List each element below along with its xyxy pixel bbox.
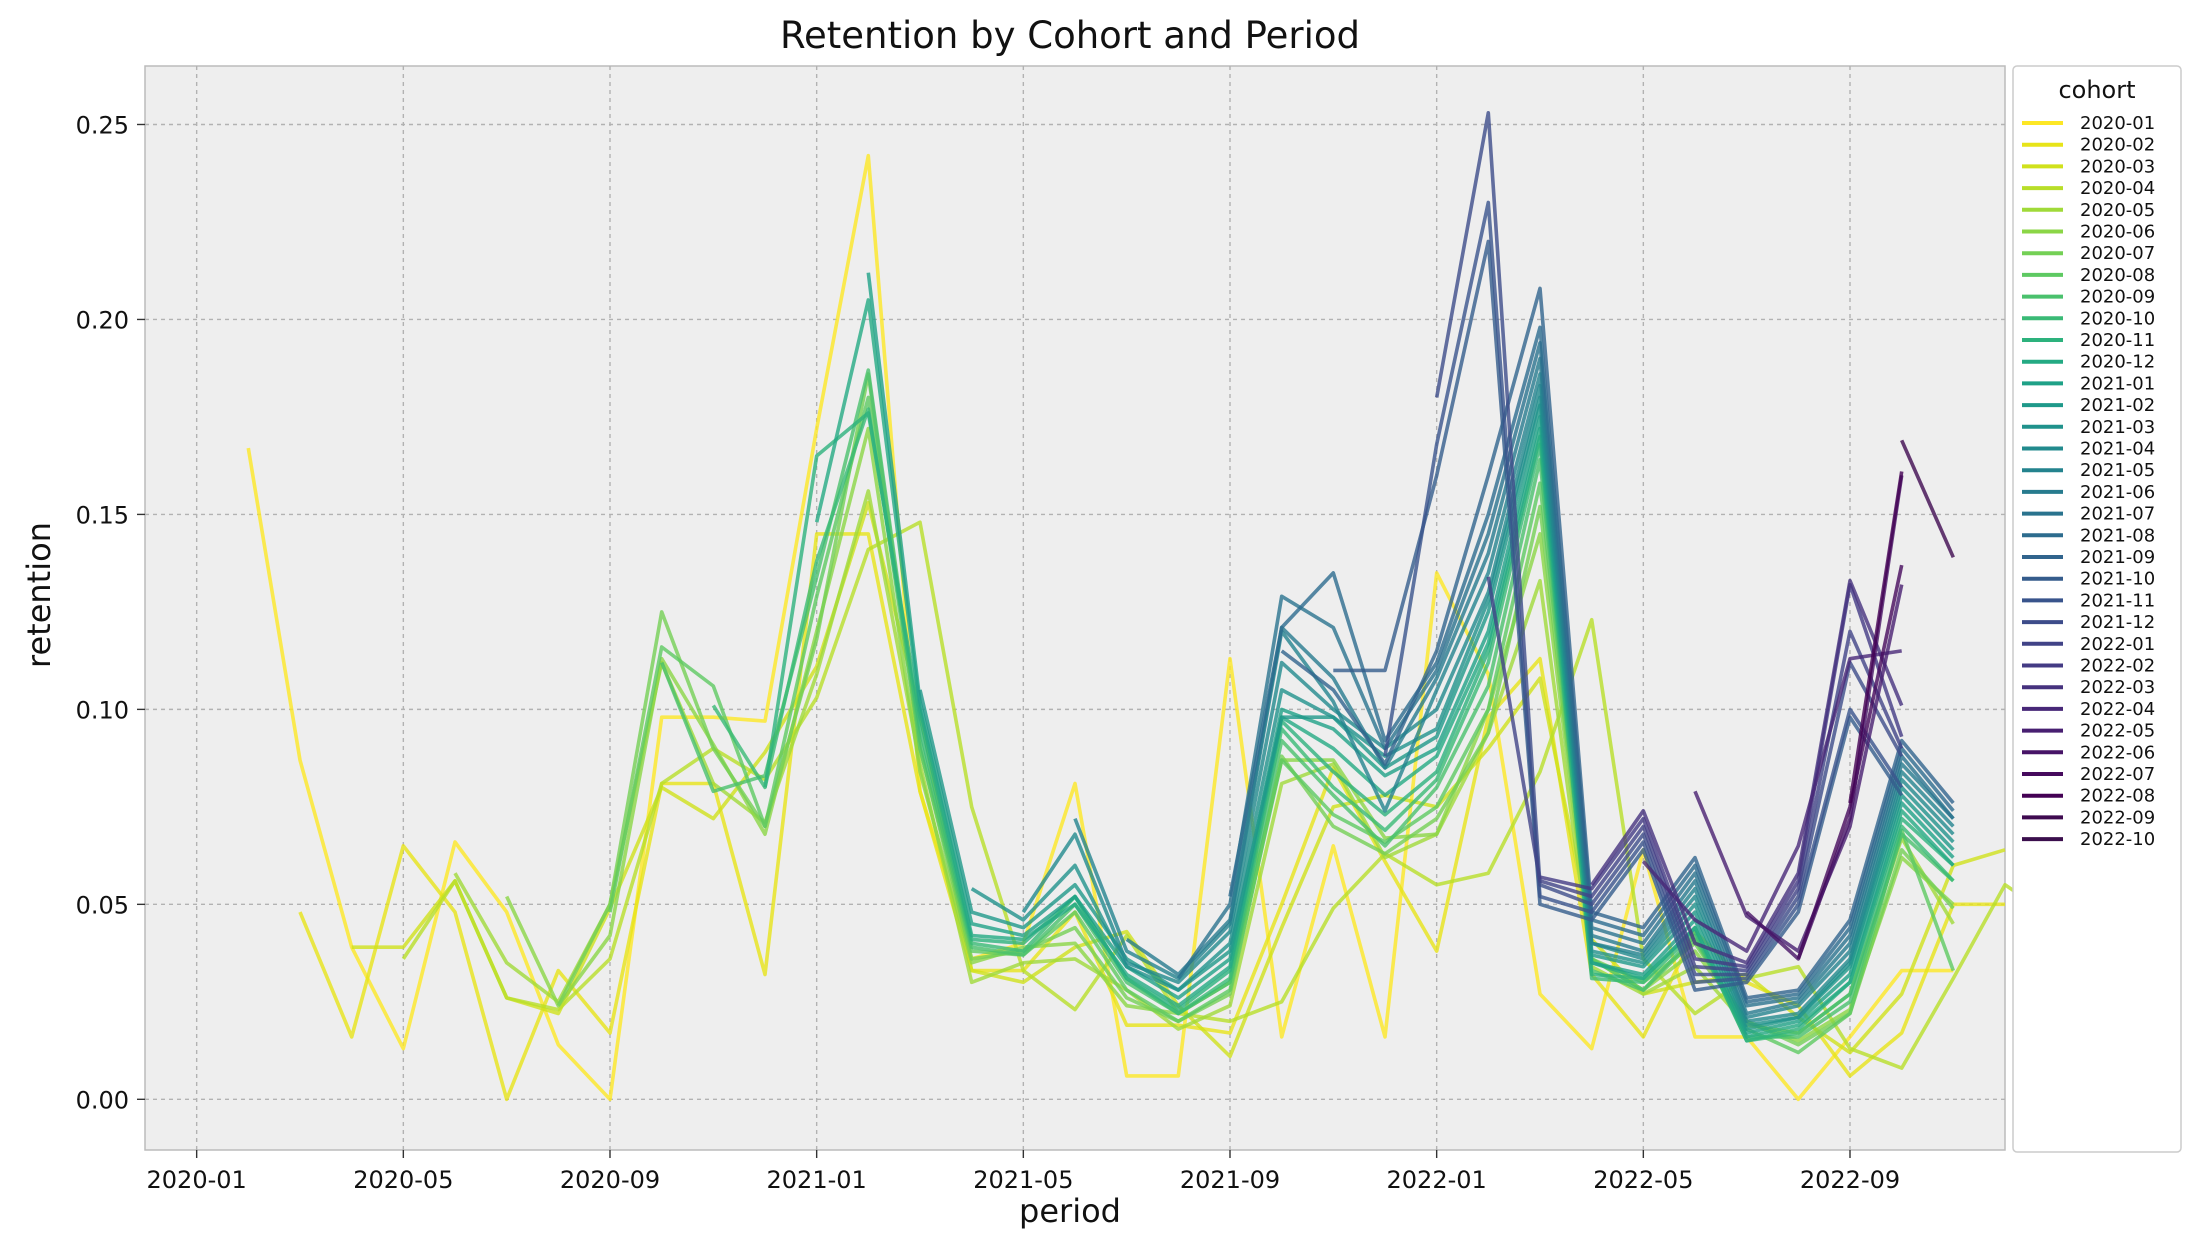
series-line-2022-05 [1693, 584, 1904, 953]
series-line-2021-01 [866, 272, 1955, 1035]
series-line-2022-03 [1590, 578, 1904, 965]
x-tick-label: 2022-05 [1593, 1166, 1693, 1194]
chart-title: Retention by Cohort and Period [780, 14, 1360, 57]
legend-label-2020-07: 2020-07 [2080, 243, 2155, 264]
legend-label-2022-04: 2022-04 [2080, 699, 2155, 720]
series-line-2022-04 [1641, 649, 1902, 953]
series-line-2021-03 [970, 395, 1955, 1027]
legend-label-2020-12: 2020-12 [2080, 352, 2155, 373]
y-tick-label: 0.00 [76, 1086, 129, 1114]
series-line-2022-09 [1900, 439, 1955, 559]
legend-label-2021-03: 2021-03 [2080, 417, 2155, 438]
legend-label-2021-05: 2021-05 [2080, 460, 2155, 481]
legend-label-2021-11: 2021-11 [2080, 590, 2155, 611]
legend: cohort 2020-012020-022020-032020-042020-… [2012, 65, 2182, 1153]
x-axis-label: period [1019, 1192, 1121, 1230]
legend-label-2022-06: 2022-06 [2080, 742, 2155, 763]
legend-label-2022-08: 2022-08 [2080, 786, 2155, 807]
x-tick-label: 2021-01 [767, 1166, 867, 1194]
legend-label-2020-05: 2020-05 [2080, 200, 2155, 221]
legend-label-2021-04: 2021-04 [2080, 439, 2155, 460]
legend-label-2020-02: 2020-02 [2080, 135, 2155, 156]
series-lines [246, 111, 2058, 1102]
legend-label-2020-03: 2020-03 [2080, 156, 2155, 177]
legend-items: 2020-012020-022020-032020-042020-052020-… [2022, 113, 2155, 850]
legend-label-2020-11: 2020-11 [2080, 330, 2155, 351]
series-line-2021-09 [1280, 286, 1955, 1000]
x-tick-label: 2020-05 [353, 1166, 453, 1194]
legend-label-2020-09: 2020-09 [2080, 287, 2155, 308]
x-tick-label: 2022-09 [1800, 1166, 1900, 1194]
legend-label-2022-01: 2022-01 [2080, 634, 2155, 655]
legend-label-2022-07: 2022-07 [2080, 764, 2155, 785]
y-axis-label: retention [20, 522, 58, 668]
legend-title: cohort [2058, 76, 2135, 104]
legend-label-2020-01: 2020-01 [2080, 113, 2155, 134]
series-line-2021-12 [1434, 111, 1904, 977]
x-tick-label: 2021-05 [973, 1166, 1073, 1194]
legend-label-2021-06: 2021-06 [2080, 482, 2155, 503]
y-tick-label: 0.20 [76, 306, 129, 334]
legend-label-2020-04: 2020-04 [2080, 178, 2155, 199]
legend-box [2012, 65, 2182, 1153]
y-tick-label: 0.10 [76, 696, 129, 724]
legend-label-2022-02: 2022-02 [2080, 656, 2155, 677]
series-line-2021-11 [1383, 200, 1904, 985]
series-line-2022-07 [1796, 564, 1904, 960]
legend-label-2021-08: 2021-08 [2080, 525, 2155, 546]
legend-label-2021-09: 2021-09 [2080, 547, 2155, 568]
series-line-2020-04 [401, 520, 2058, 1070]
legend-label-2021-01: 2021-01 [2080, 373, 2155, 394]
legend-label-2020-06: 2020-06 [2080, 222, 2155, 243]
x-tick-label: 2020-09 [560, 1166, 660, 1194]
legend-label-2020-10: 2020-10 [2080, 308, 2155, 329]
plot-area: 2020-01 2020-05 2020-09 2021-01 2021-05 2021-… [76, 65, 2058, 1194]
tick-labels: 2020-01 2020-05 2020-09 2021-01 2021-05 2021-… [76, 111, 1901, 1194]
x-tick-label: 2021-09 [1180, 1166, 1280, 1194]
y-tick-label: 0.05 [76, 891, 129, 919]
y-tick-label: 0.15 [76, 501, 129, 529]
legend-label-2022-09: 2022-09 [2080, 807, 2155, 828]
legend-label-2022-03: 2022-03 [2080, 677, 2155, 698]
series-line-2022-08 [1848, 471, 1904, 804]
series-line-2021-10 [1333, 239, 1904, 992]
legend-label-2021-12: 2021-12 [2080, 612, 2155, 633]
series-line-2021-04 [1021, 383, 1955, 1024]
legend-label-2022-10: 2022-10 [2080, 829, 2155, 850]
series-line-2020-12 [814, 298, 1955, 1039]
x-tick-label: 2022-01 [1387, 1166, 1487, 1194]
legend-label-2022-05: 2022-05 [2080, 721, 2155, 742]
y-tick-label: 0.25 [76, 111, 129, 139]
series-line-2020-05 [453, 489, 1955, 1035]
legend-label-2020-08: 2020-08 [2080, 265, 2155, 286]
legend-label-2021-07: 2021-07 [2080, 504, 2155, 525]
legend-label-2021-02: 2021-02 [2080, 395, 2155, 416]
x-tick-label: 2020-01 [147, 1166, 247, 1194]
legend-label-2021-10: 2021-10 [2080, 569, 2155, 590]
